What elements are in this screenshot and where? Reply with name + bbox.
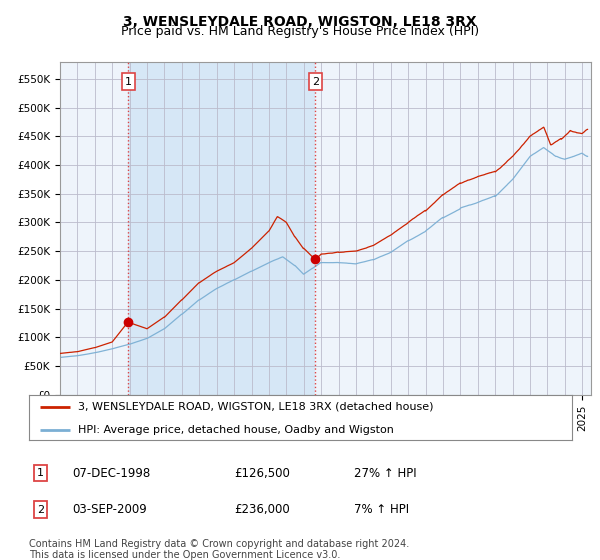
Text: 1: 1 <box>125 77 132 87</box>
Text: 3, WENSLEYDALE ROAD, WIGSTON, LE18 3RX (detached house): 3, WENSLEYDALE ROAD, WIGSTON, LE18 3RX (… <box>77 402 433 412</box>
Text: £126,500: £126,500 <box>234 466 290 480</box>
Text: 03-SEP-2009: 03-SEP-2009 <box>72 503 147 516</box>
Text: 07-DEC-1998: 07-DEC-1998 <box>72 466 150 480</box>
Text: Price paid vs. HM Land Registry's House Price Index (HPI): Price paid vs. HM Land Registry's House … <box>121 25 479 38</box>
Text: £236,000: £236,000 <box>234 503 290 516</box>
Text: 7% ↑ HPI: 7% ↑ HPI <box>354 503 409 516</box>
Text: 3, WENSLEYDALE ROAD, WIGSTON, LE18 3RX: 3, WENSLEYDALE ROAD, WIGSTON, LE18 3RX <box>123 15 477 29</box>
Text: 2: 2 <box>37 505 44 515</box>
Text: Contains HM Land Registry data © Crown copyright and database right 2024.
This d: Contains HM Land Registry data © Crown c… <box>29 539 409 560</box>
Text: 1: 1 <box>37 468 44 478</box>
Text: HPI: Average price, detached house, Oadby and Wigston: HPI: Average price, detached house, Oadb… <box>77 424 394 435</box>
Bar <box>128 62 316 395</box>
Text: 27% ↑ HPI: 27% ↑ HPI <box>354 466 416 480</box>
Text: 2: 2 <box>312 77 319 87</box>
